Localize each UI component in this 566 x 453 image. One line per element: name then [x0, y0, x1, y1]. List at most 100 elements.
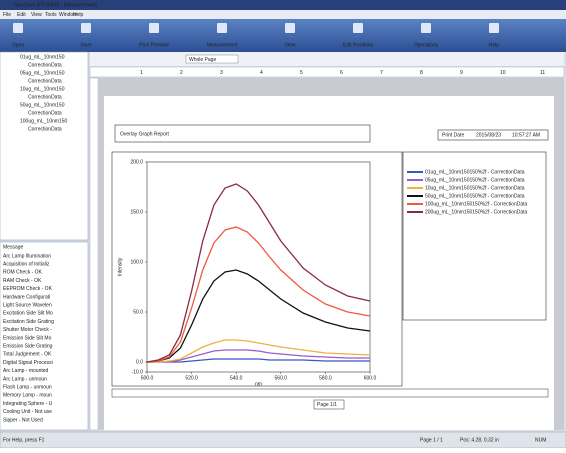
tree-item[interactable]: CorrectionData [28, 78, 62, 84]
message-row: Flash Lamp - unmoun [3, 385, 52, 391]
tree-item[interactable]: CorrectionData [28, 110, 62, 116]
menu-bar [0, 10, 566, 19]
toolbar-icon[interactable] [353, 23, 363, 33]
x-axis-label: nm [255, 381, 262, 387]
toolbar-icon[interactable] [217, 23, 227, 33]
legend-label: 01ug_mL_10nm150150%2f - CorrectionData [425, 169, 525, 175]
message-row: Arc Lamp - mounted [3, 368, 49, 374]
toolbar-icon[interactable] [81, 23, 91, 33]
message-row: EEPROM Check - OK [3, 286, 53, 292]
toolbar-icon[interactable] [421, 23, 431, 33]
toolbar-icon[interactable] [149, 23, 159, 33]
message-row: Digital Signal Processi [3, 360, 53, 366]
x-tick-label: 580.0 [319, 375, 332, 381]
tree-panel [0, 51, 89, 241]
series-line [146, 226, 371, 363]
series-line [146, 269, 371, 363]
tree-item[interactable]: 50ug_mL_10nm150 [20, 102, 65, 108]
message-row: Emission Side Slit Mo [3, 335, 52, 341]
toolbar-label: Operations [414, 42, 439, 48]
message-row: Excitation Side Grating [3, 319, 54, 325]
x-tick-label: 560.0 [275, 375, 288, 381]
ruler-label: 3 [220, 70, 223, 76]
series-line [147, 339, 371, 363]
y-tick-label: 50.0 [133, 309, 143, 315]
ruler-label: 4 [260, 70, 263, 76]
menu-item[interactable]: View [31, 12, 42, 18]
toolbar-icon[interactable] [285, 23, 295, 33]
print-time: 10:57:27 AM [512, 132, 540, 138]
zoom-select[interactable] [185, 54, 239, 64]
ruler-label: 9 [460, 70, 463, 76]
toolbar-label: View [285, 42, 296, 48]
ruler-label: 10 [500, 70, 506, 76]
menu-item[interactable]: Tools [45, 12, 57, 18]
x-tick-label: 540.0 [230, 375, 243, 381]
x-tick-label: 600.0 [364, 375, 377, 381]
tree-item[interactable]: 100ug_mL_10nm150 [20, 118, 67, 124]
series-line [147, 358, 370, 363]
x-tick-label: 500.0 [141, 375, 154, 381]
message-row: ROM Check - OK [3, 270, 43, 276]
page-box [313, 399, 345, 410]
window-title: Spectrum (FP-8300) - [Measurement] [14, 2, 98, 8]
message-row: Light Source Wavelen [3, 303, 52, 309]
message-row: Hardware Configurati [3, 294, 50, 300]
footer-box [111, 388, 549, 398]
toolbar-icon[interactable] [13, 23, 23, 33]
tree-item[interactable]: 01ug_mL_10nm150 [20, 54, 65, 60]
y-tick-label: 200.0 [130, 159, 143, 165]
toolbar-label: Help [489, 42, 500, 48]
ruler-label: 1 [140, 70, 143, 76]
tree-item[interactable]: CorrectionData [28, 126, 62, 132]
menu-item[interactable]: Window [59, 12, 77, 18]
zoom-value: Whole Page [189, 57, 216, 63]
toolbar [0, 19, 566, 52]
tree-item[interactable]: 05ug_mL_10nm150 [20, 70, 65, 76]
toolbar-label: Edit Positions [343, 42, 374, 48]
message-row: Excitation Side Slit Mo [3, 311, 53, 317]
status-text: Pos: 4.28, 0.32 in [460, 437, 499, 443]
title-box [114, 124, 371, 143]
y-axis-label: Intensity [117, 257, 123, 276]
tree-item[interactable]: 10ug_mL_10nm150 [20, 86, 65, 92]
y-tick-label: 100.0 [130, 259, 143, 265]
menu-item[interactable]: Edit [17, 12, 26, 18]
ruler-label: 2 [180, 70, 183, 76]
report-title: Overlay Graph Report [120, 131, 170, 137]
toolbar-label: Save [80, 42, 92, 48]
ruler-label: 11 [540, 70, 545, 76]
message-row: Memory Lamp - moun [3, 393, 52, 399]
message-row: Arc Lamp Illumination [3, 253, 51, 259]
title-bar [0, 0, 566, 10]
toolbar-label: Print Preview [139, 42, 169, 48]
menu-item[interactable]: Help [73, 12, 84, 18]
message-header: Message [3, 244, 24, 250]
date-box [437, 129, 549, 141]
message-row: Cooling Unit - Not use [3, 409, 52, 415]
preview-toolbar [90, 52, 564, 66]
ruler [89, 66, 565, 78]
plot-area [146, 161, 371, 373]
legend-label: 05ug_mL_10nm150150%2f - CorrectionData [425, 177, 525, 183]
legend-label: 100ug_mL_10nm150150%2f - CorrectionData [425, 201, 528, 207]
ruler-label: 5 [300, 70, 303, 76]
tree-item[interactable]: CorrectionData [28, 62, 62, 68]
toolbar-icon[interactable] [489, 23, 499, 33]
toolbar-label: Measurement [207, 42, 238, 48]
print-date-label: Print Date [442, 132, 464, 138]
message-panel [0, 241, 89, 431]
tree-item[interactable]: CorrectionData [28, 94, 62, 100]
ruler-label: 6 [340, 70, 343, 76]
message-row: RAM Check - OK [3, 278, 42, 284]
vertical-ruler [89, 77, 99, 431]
menu-item[interactable]: File [3, 12, 11, 18]
status-text: Page 1 / 1 [420, 437, 443, 443]
message-row: Sipper - Not Used [3, 417, 43, 423]
status-text: NUM [535, 437, 546, 443]
print-date: 2015/08/23 [476, 132, 501, 138]
message-row: Integrating Sphere - U [3, 401, 53, 407]
y-tick-label: -10.0 [132, 369, 144, 375]
series-line [147, 349, 370, 363]
